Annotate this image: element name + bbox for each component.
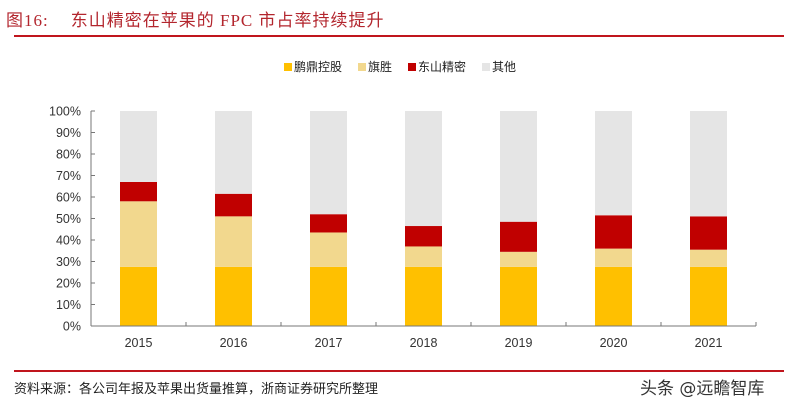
source-note: 资料来源：各公司年报及苹果出货量推算，浙商证券研究所整理: [14, 382, 379, 397]
legend-item: 旗胜: [358, 58, 392, 75]
x-tick-label: 2021: [695, 336, 723, 350]
bar-2020-series-0: [595, 266, 632, 326]
bar-2019-series-2: [500, 221, 537, 252]
legend-label: 东山精密: [418, 60, 467, 74]
legend-swatch: [358, 62, 367, 71]
bar-2019-series-0: [500, 266, 537, 326]
legend-label: 旗胜: [368, 60, 393, 74]
y-tick-label: 50%: [56, 212, 81, 226]
x-tick-label: 2017: [315, 336, 343, 350]
x-tick-label: 2015: [125, 336, 153, 350]
bar-2016-series-3: [215, 111, 252, 194]
bar-2016-series-2: [215, 193, 252, 217]
bar-2015-series-0: [120, 266, 157, 326]
bar-2021-series-1: [690, 249, 727, 267]
bar-2017-series-2: [310, 214, 347, 233]
y-tick-label: 40%: [56, 234, 81, 248]
figure-label: 图16:: [6, 11, 49, 30]
bar-2019-series-1: [500, 251, 537, 267]
bar-2015-series-1: [120, 201, 157, 267]
x-tick-label: 2020: [600, 336, 628, 350]
y-tick-label: 10%: [56, 298, 81, 312]
legend-swatch: [482, 62, 491, 71]
bar-2017-series-3: [310, 111, 347, 215]
watermark: 头条 @远瞻智库: [640, 379, 765, 399]
y-tick-label: 20%: [56, 277, 81, 291]
bar-2017-series-0: [310, 266, 347, 326]
figure-title: 图16: 东山精密在苹果的 FPC 市占率持续提升: [6, 6, 384, 31]
y-tick-label: 0%: [63, 320, 81, 334]
y-tick-label: 90%: [56, 126, 81, 140]
bar-2021-series-2: [690, 216, 727, 250]
bar-2016-series-1: [215, 216, 252, 267]
legend-label: 其他: [492, 60, 517, 74]
bar-2018-series-0: [405, 266, 442, 326]
legend-item: 其他: [482, 58, 516, 75]
bar-2017-series-1: [310, 232, 347, 267]
figure-title-text: 东山精密在苹果的 FPC 市占率持续提升: [70, 11, 385, 30]
bar-2018-series-2: [405, 226, 442, 247]
bar-2021-series-0: [690, 266, 727, 326]
y-tick-label: 60%: [56, 191, 81, 205]
x-tick-label: 2018: [410, 336, 438, 350]
y-tick-label: 80%: [56, 148, 81, 162]
bar-2015-series-2: [120, 181, 157, 202]
bar-2016-series-0: [215, 266, 252, 326]
stacked-bar-chart: 2015 2016 2017 2018 2019 2020 2021 0% 10% 20% 30% 4…: [49, 105, 757, 350]
bar-2020-series-2: [595, 215, 632, 249]
bar-2015-series-3: [120, 111, 157, 182]
bar-2018-series-3: [405, 111, 442, 227]
y-tick-label: 70%: [56, 169, 81, 183]
x-tick-label: 2019: [505, 336, 533, 350]
y-tick-label: 30%: [56, 255, 81, 269]
chart-legend: 鹏鼎控股 旗胜 东山精密 其他: [284, 58, 516, 75]
legend-swatch: [408, 62, 417, 71]
top-rule: [14, 35, 784, 37]
bottom-rule: [14, 370, 784, 372]
x-tick-label: 2016: [220, 336, 248, 350]
legend-swatch: [284, 62, 292, 71]
legend-label: 鹏鼎控股: [294, 60, 343, 74]
bar-2020-series-1: [595, 248, 632, 267]
legend-item: 鹏鼎控股: [284, 58, 342, 75]
y-tick-label: 100%: [49, 105, 81, 119]
bar-2018-series-1: [405, 246, 442, 267]
bar-2021-series-3: [690, 111, 727, 217]
legend-item: 东山精密: [408, 58, 466, 75]
bar-2019-series-3: [500, 111, 537, 222]
bar-2020-series-3: [595, 111, 632, 216]
